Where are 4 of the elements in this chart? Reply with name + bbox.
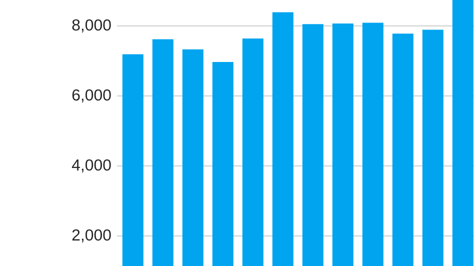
y-tick-label: 4,000 <box>72 159 111 172</box>
y-tick-label: 8,000 <box>72 19 111 32</box>
y-tick-label: 6,000 <box>72 89 111 102</box>
y-tick-label: 2,000 <box>72 229 111 242</box>
